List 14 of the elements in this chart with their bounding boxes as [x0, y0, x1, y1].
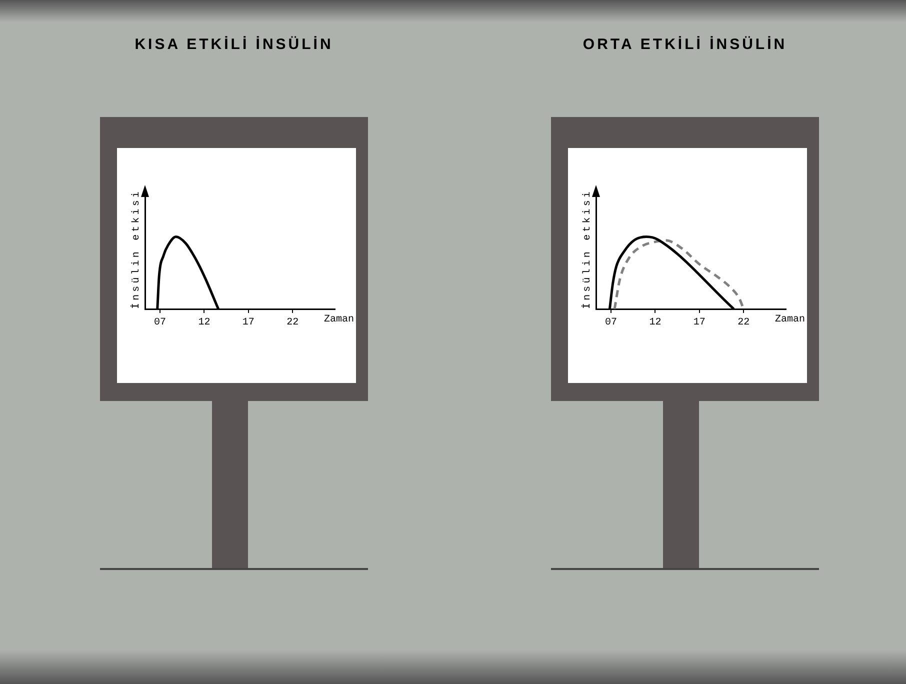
x-axis-title: Zaman: [774, 314, 805, 326]
text: İnsülin etkisi: [582, 192, 594, 309]
text: İnsülin etkisi: [132, 192, 143, 309]
x-tick-label: 07: [154, 318, 166, 329]
x-tick-label: 17: [242, 318, 254, 329]
chart-title: KISA ETKİLİ İNSÜLİN: [134, 36, 334, 53]
x-tick-label: 17: [693, 318, 706, 329]
x-tick-label: 12: [198, 318, 210, 329]
chart-title: ORTA ETKİLİ İNSÜLİN: [582, 36, 788, 53]
x-tick-label: 22: [738, 318, 750, 329]
x-tick-label: 12: [649, 318, 662, 329]
x-tick-label: 22: [286, 318, 299, 329]
x-axis-title: Zaman: [324, 314, 354, 326]
x-tick-label: 07: [605, 318, 618, 329]
